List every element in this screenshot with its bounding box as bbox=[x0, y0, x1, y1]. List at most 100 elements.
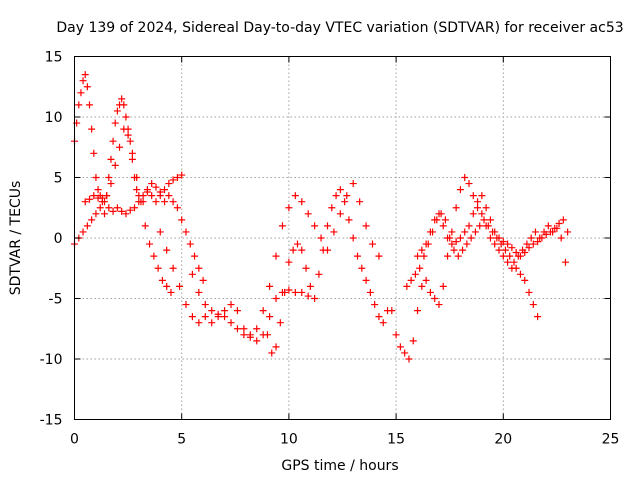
data-point bbox=[150, 252, 158, 260]
data-point bbox=[109, 137, 117, 145]
data-point bbox=[148, 180, 156, 188]
data-point bbox=[396, 343, 404, 351]
data-point bbox=[88, 125, 96, 133]
data-point bbox=[122, 210, 130, 218]
data-point bbox=[233, 325, 241, 333]
data-point bbox=[345, 216, 353, 224]
data-point bbox=[188, 270, 196, 278]
data-point bbox=[486, 216, 494, 224]
data-point bbox=[169, 264, 177, 272]
data-point bbox=[169, 176, 177, 184]
data-point bbox=[240, 325, 248, 333]
data-point bbox=[176, 282, 184, 290]
data-point bbox=[491, 240, 499, 248]
data-point bbox=[330, 228, 338, 236]
data-point bbox=[148, 192, 156, 200]
data-point bbox=[214, 310, 222, 318]
data-point bbox=[512, 264, 520, 272]
data-point bbox=[371, 301, 379, 309]
data-point bbox=[124, 131, 132, 139]
data-point bbox=[375, 252, 383, 260]
data-point bbox=[452, 204, 460, 212]
data-point bbox=[480, 216, 488, 224]
series-track-7 bbox=[388, 174, 542, 363]
data-point bbox=[564, 228, 572, 236]
data-point bbox=[221, 307, 229, 315]
data-point bbox=[77, 89, 85, 97]
data-point bbox=[491, 228, 499, 236]
data-point bbox=[426, 228, 434, 236]
data-point bbox=[266, 282, 274, 290]
data-point bbox=[317, 234, 325, 242]
data-point bbox=[531, 228, 539, 236]
data-point bbox=[94, 194, 102, 202]
x-axis-label: GPS time / hours bbox=[281, 458, 398, 474]
y-tick-label: 0 bbox=[54, 231, 63, 247]
data-point bbox=[298, 288, 306, 296]
data-point bbox=[478, 210, 486, 218]
data-point bbox=[173, 174, 181, 181]
data-point bbox=[81, 71, 89, 79]
data-point bbox=[169, 198, 177, 206]
data-point bbox=[128, 155, 136, 163]
data-point bbox=[221, 313, 229, 321]
data-point bbox=[111, 119, 119, 127]
data-point bbox=[133, 174, 141, 181]
data-point bbox=[529, 240, 537, 248]
data-point bbox=[285, 204, 293, 212]
data-point bbox=[414, 307, 422, 315]
series-track-4 bbox=[156, 228, 312, 345]
data-point bbox=[201, 313, 209, 321]
data-point bbox=[504, 258, 512, 266]
data-point bbox=[403, 282, 411, 290]
data-point bbox=[315, 270, 323, 278]
data-point bbox=[161, 198, 169, 206]
data-point bbox=[298, 198, 306, 206]
data-point bbox=[444, 234, 452, 242]
data-point bbox=[246, 333, 254, 341]
data-point bbox=[510, 258, 518, 266]
data-point bbox=[201, 301, 209, 309]
data-point bbox=[146, 240, 154, 248]
data-point bbox=[525, 288, 533, 296]
data-point bbox=[304, 210, 312, 218]
data-point bbox=[118, 207, 126, 215]
data-point bbox=[450, 246, 458, 254]
data-point bbox=[431, 216, 439, 224]
data-point bbox=[469, 192, 477, 200]
data-point bbox=[298, 246, 306, 254]
data-point bbox=[139, 192, 147, 200]
data-point bbox=[113, 107, 121, 115]
data-point bbox=[504, 240, 512, 248]
data-point bbox=[495, 234, 503, 242]
data-point bbox=[101, 210, 109, 218]
data-point bbox=[182, 301, 190, 309]
data-point bbox=[561, 258, 569, 266]
data-point bbox=[416, 264, 424, 272]
data-point bbox=[276, 319, 284, 327]
x-tick-label: 10 bbox=[280, 432, 298, 448]
data-point bbox=[131, 204, 139, 212]
data-point bbox=[452, 238, 460, 246]
data-point bbox=[439, 222, 447, 230]
data-point bbox=[227, 319, 235, 327]
data-point bbox=[188, 313, 196, 321]
data-point bbox=[178, 216, 186, 224]
data-point bbox=[546, 228, 554, 236]
data-point bbox=[448, 240, 456, 248]
series-track-6 bbox=[263, 186, 392, 357]
data-point bbox=[459, 246, 467, 254]
x-tick-label: 5 bbox=[177, 432, 186, 448]
data-point bbox=[158, 276, 166, 284]
data-point bbox=[240, 331, 248, 339]
data-point bbox=[107, 180, 115, 188]
data-point bbox=[195, 288, 203, 296]
data-point bbox=[499, 238, 507, 246]
data-point bbox=[456, 186, 464, 194]
data-point bbox=[555, 219, 563, 227]
data-point bbox=[418, 246, 426, 254]
series-track-2 bbox=[71, 186, 207, 284]
data-point bbox=[439, 282, 447, 290]
data-point bbox=[152, 198, 160, 206]
data-point bbox=[120, 125, 128, 133]
